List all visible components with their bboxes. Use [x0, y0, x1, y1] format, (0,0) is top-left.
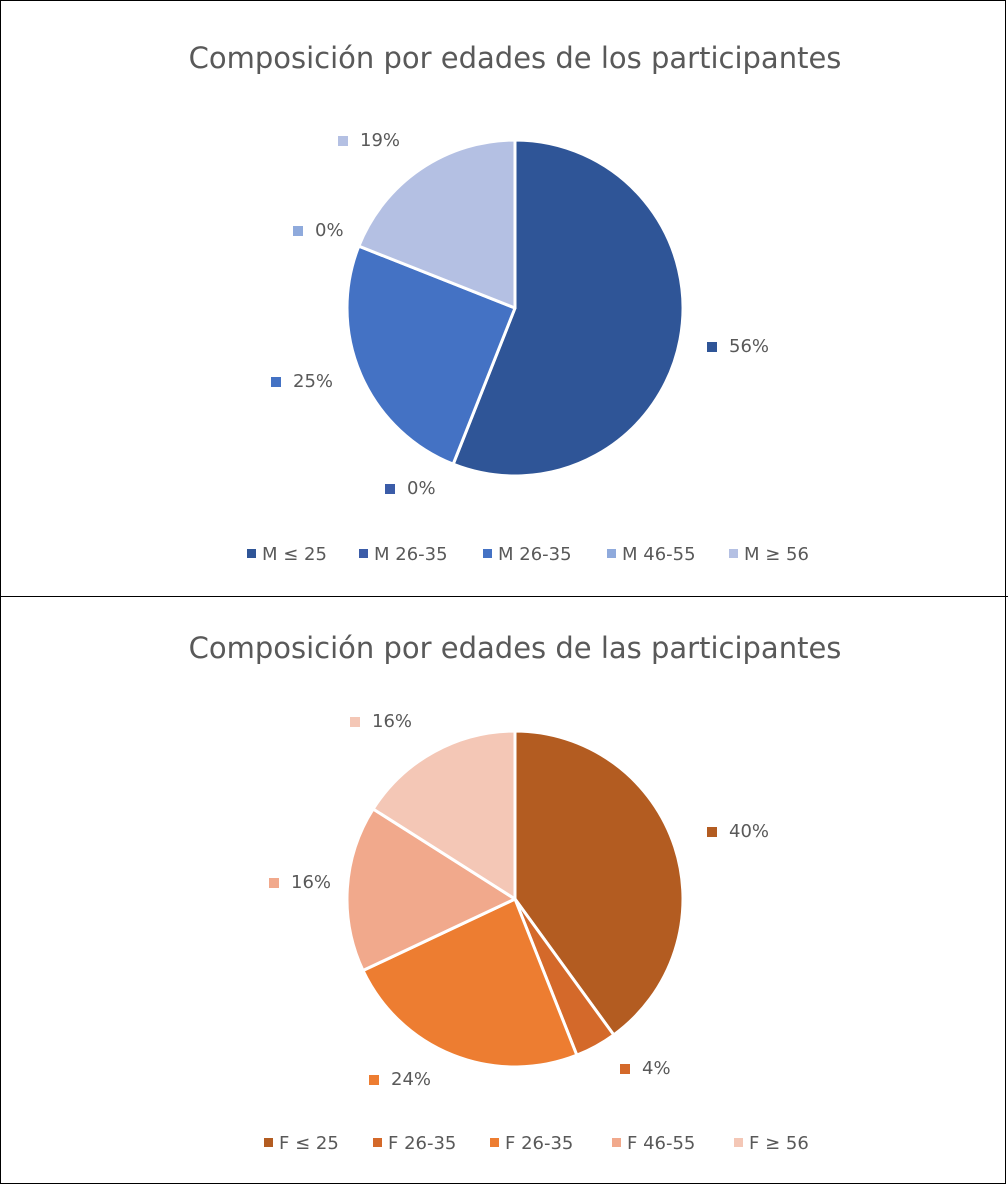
- legend-swatch: [612, 1138, 621, 1147]
- legend-label: M 26-35: [374, 544, 448, 565]
- legend-swatch: [247, 549, 256, 558]
- data-label-marker: [620, 1064, 630, 1074]
- data-label-marker: [385, 484, 395, 494]
- data-labels: 40% 4% 24% 16% 16%: [269, 711, 769, 1090]
- pie-slice: [451, 138, 685, 478]
- data-label: 0%: [315, 220, 344, 241]
- data-label: 56%: [729, 336, 769, 357]
- legend-swatch: [359, 549, 368, 558]
- data-label: 19%: [360, 130, 400, 151]
- legend-label: M 26-35: [498, 544, 572, 565]
- data-label-marker: [707, 827, 717, 837]
- chart-title: Composición por edades de los participan…: [189, 41, 842, 75]
- data-label-marker: [293, 226, 303, 236]
- data-label: 16%: [291, 872, 331, 893]
- chart-title: Composición por edades de las participan…: [189, 631, 842, 665]
- pie-slice: [357, 138, 517, 310]
- data-label: 40%: [729, 821, 769, 842]
- pie-slices: [345, 729, 685, 1069]
- data-label-marker: [271, 377, 281, 387]
- legend-swatch: [373, 1138, 382, 1147]
- data-label-marker: [338, 136, 348, 146]
- legend: F ≤ 25 F 26-35 F 26-35 F 46-55 F ≥ 56: [264, 1133, 809, 1154]
- data-label-marker: [707, 342, 717, 352]
- data-label: 0%: [407, 478, 436, 499]
- legend-label: F ≥ 56: [749, 1133, 809, 1154]
- legend-label: M ≤ 25: [262, 544, 327, 565]
- pie-chart-male: Composición por edades de los participan…: [189, 41, 842, 565]
- legend-swatch: [264, 1138, 273, 1147]
- data-labels: 56% 0% 25% 0% 19%: [271, 130, 769, 499]
- pie-chart-female: Composición por edades de las participan…: [189, 631, 842, 1154]
- legend-label: F 26-35: [388, 1133, 456, 1154]
- pie-slice: [345, 244, 517, 466]
- data-label-marker: [369, 1075, 379, 1085]
- chart-panel-female: Composición por edades de las participan…: [1, 597, 1006, 1187]
- legend-label: F 46-55: [627, 1133, 695, 1154]
- panel-divider: [0, 596, 1008, 597]
- legend-swatch: [490, 1138, 499, 1147]
- legend-label: F ≤ 25: [279, 1133, 339, 1154]
- data-label-marker: [350, 717, 360, 727]
- legend: M ≤ 25 M 26-35 M 26-35 M 46-55 M ≥ 56: [247, 544, 809, 565]
- data-label: 16%: [372, 711, 412, 732]
- data-label-marker: [269, 878, 279, 888]
- pie-slice: [513, 729, 685, 1037]
- pie-slices: [345, 138, 685, 478]
- legend-swatch: [483, 549, 492, 558]
- data-label: 24%: [391, 1069, 431, 1090]
- chart-panel-male: Composición por edades de los participan…: [1, 6, 1006, 596]
- legend-swatch: [729, 549, 738, 558]
- data-label: 4%: [642, 1058, 671, 1079]
- legend-label: M 46-55: [622, 544, 696, 565]
- legend-swatch: [607, 549, 616, 558]
- pie-slice: [361, 897, 579, 1069]
- pie-slice: [345, 807, 517, 973]
- legend-label: M ≥ 56: [744, 544, 809, 565]
- data-label: 25%: [293, 371, 333, 392]
- pie-slice: [371, 729, 517, 901]
- legend-label: F 26-35: [505, 1133, 573, 1154]
- legend-swatch: [734, 1138, 743, 1147]
